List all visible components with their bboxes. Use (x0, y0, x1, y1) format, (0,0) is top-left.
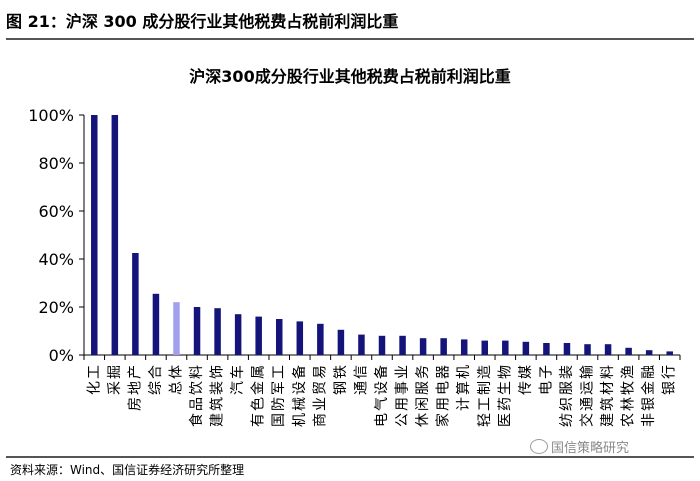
watermark: 国信策略研究 (530, 437, 629, 456)
bar (275, 319, 283, 355)
bar (481, 340, 489, 355)
bar (296, 321, 304, 355)
bar (337, 329, 345, 355)
y-tick-label: 20% (38, 298, 74, 317)
bar (378, 335, 386, 355)
x-tick-label: 非银金融 (641, 363, 657, 427)
bar (419, 338, 427, 355)
x-tick-label: 汽车 (229, 363, 246, 395)
figure-title: 图 21：沪深 300 成分股行业其他税费占税前利润比重 (6, 12, 399, 31)
x-tick-label: 公用事业 (395, 363, 411, 427)
x-tick-label: 机械设备 (291, 363, 308, 427)
x-tick-label: 医药生物 (497, 363, 513, 427)
bar (625, 347, 632, 355)
x-tick-label: 建筑材料 (600, 363, 616, 427)
bar (173, 302, 180, 355)
y-tick-label: 80% (38, 154, 74, 173)
bar (543, 343, 550, 355)
bar (234, 314, 242, 355)
x-tick-label: 房地产 (127, 363, 143, 411)
bar (193, 307, 201, 355)
x-tick-label: 交通运输 (579, 363, 596, 427)
x-tick-label: 商业贸易 (312, 363, 328, 427)
bar (214, 308, 221, 355)
bar (111, 115, 119, 355)
bar (604, 344, 612, 355)
x-tick-label: 计算机 (456, 363, 472, 411)
bar (440, 338, 447, 355)
x-tick-label: 采掘 (107, 363, 123, 395)
source-note: 资料来源：Wind、国信证券经济研究所整理 (10, 463, 245, 477)
x-tick-label: 电气设备 (373, 363, 390, 427)
bar (522, 341, 530, 355)
bar (358, 334, 365, 355)
bar (502, 340, 509, 355)
x-tick-label: 电子 (538, 363, 554, 395)
x-tick-label: 休闲服务 (415, 363, 431, 427)
bar (666, 351, 673, 355)
x-tick-label: 通信 (353, 363, 369, 395)
y-tick-label: 40% (38, 250, 74, 269)
x-tick-label: 食品饮料 (188, 363, 205, 427)
bar (563, 343, 571, 355)
x-tick-label: 国防军工 (271, 363, 287, 427)
x-tick-label: 银行 (662, 363, 678, 395)
x-tick-label: 建筑装饰 (210, 363, 226, 427)
bar (460, 339, 468, 355)
bar (584, 344, 591, 355)
x-tick-label: 农林牧渔 (621, 363, 637, 427)
watermark-text: 国信策略研究 (551, 441, 630, 456)
bar (132, 253, 139, 355)
bar (255, 316, 262, 355)
bar (152, 293, 160, 355)
footer-divider (6, 456, 694, 458)
x-tick-label: 钢铁 (333, 363, 349, 395)
x-tick-label: 有色金属 (250, 363, 267, 427)
x-tick-label: 化工 (86, 363, 102, 395)
bar (91, 115, 98, 355)
y-tick-label: 100% (28, 106, 74, 125)
bar (645, 350, 653, 355)
x-tick-label: 综合 (148, 363, 164, 395)
bar (317, 323, 324, 355)
y-tick-label: 0% (49, 346, 74, 365)
x-tick-label: 家用电器 (435, 363, 452, 427)
x-tick-label: 纺织服装 (559, 363, 575, 427)
x-tick-label: 总体 (168, 363, 184, 395)
x-tick-label: 轻工制造 (477, 363, 493, 427)
wechat-icon (530, 439, 548, 454)
figure-header (6, 6, 694, 40)
y-tick-label: 60% (38, 202, 74, 221)
bar (399, 335, 406, 355)
chart-title: 沪深300成分股行业其他税费占税前利润比重 (189, 67, 511, 86)
x-tick-label: 传媒 (518, 363, 534, 395)
